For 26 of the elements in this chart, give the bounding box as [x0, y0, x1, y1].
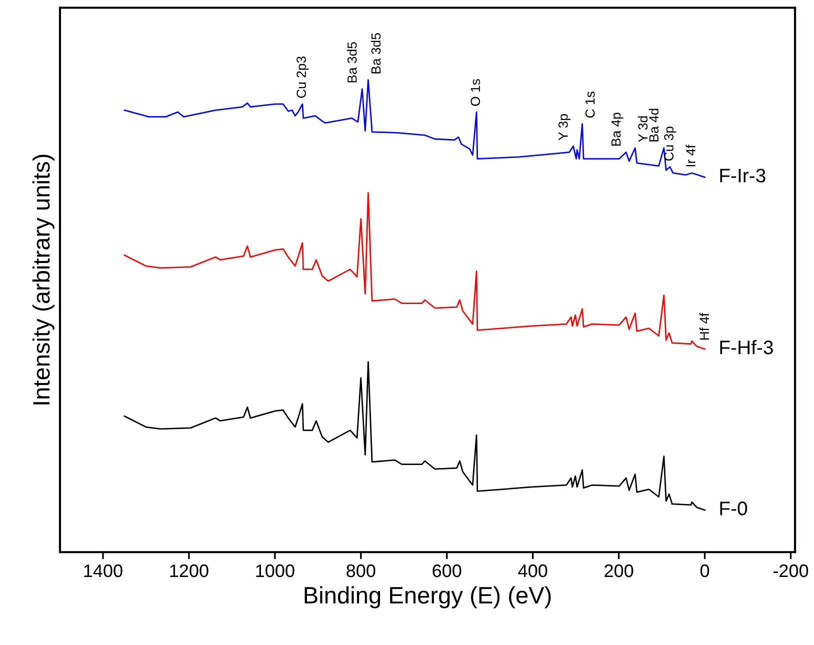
x-tick-label: 1200 [170, 564, 208, 578]
y-axis-title: Intensity (arbitrary units) [32, 154, 54, 404]
annotation: O 1s [470, 79, 480, 106]
annotation: Ba 3d5 [347, 42, 357, 82]
annotation: Hf 4f [699, 312, 709, 340]
x-tick-label: 200 [604, 564, 634, 578]
annotation: Y 3d [638, 116, 648, 142]
series-label: F-0 [720, 502, 748, 516]
x-tick-label: 400 [518, 564, 548, 578]
annotation: Ir 4f [686, 144, 696, 166]
x-tick-label: 1400 [84, 564, 122, 578]
annotation: C 1s [585, 92, 595, 118]
x-tick-label: -200 [773, 564, 808, 578]
x-tick-label: 800 [346, 564, 376, 578]
x-axis-title: Binding Energy (E) (eV) [304, 586, 551, 608]
series-label: F-Hf-3 [720, 340, 773, 354]
annotation: Y 3p [558, 114, 570, 140]
x-tick-label: 600 [432, 564, 462, 578]
annotation: Ba 4d [648, 108, 659, 142]
annotation: Cu 3p [664, 126, 676, 161]
x-tick-label: 0 [700, 564, 710, 578]
series-label: F-Ir-3 [720, 168, 766, 182]
annotation: Cu 2p3 [296, 56, 309, 98]
x-tick-label: 1000 [256, 564, 294, 578]
annotation: Ba 3d5 [370, 33, 381, 74]
annotation: Ba 4p [612, 112, 624, 146]
